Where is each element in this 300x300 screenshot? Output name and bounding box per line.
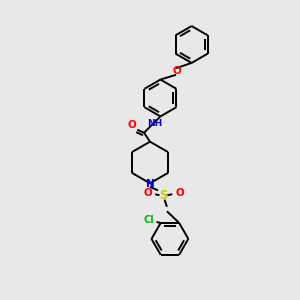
Text: N: N: [146, 179, 155, 189]
Text: NH: NH: [148, 118, 163, 127]
Text: O: O: [127, 120, 136, 130]
Text: O: O: [175, 188, 184, 197]
Text: O: O: [172, 66, 181, 76]
Text: Cl: Cl: [144, 214, 154, 225]
Text: S: S: [159, 189, 168, 202]
Text: O: O: [143, 188, 152, 197]
